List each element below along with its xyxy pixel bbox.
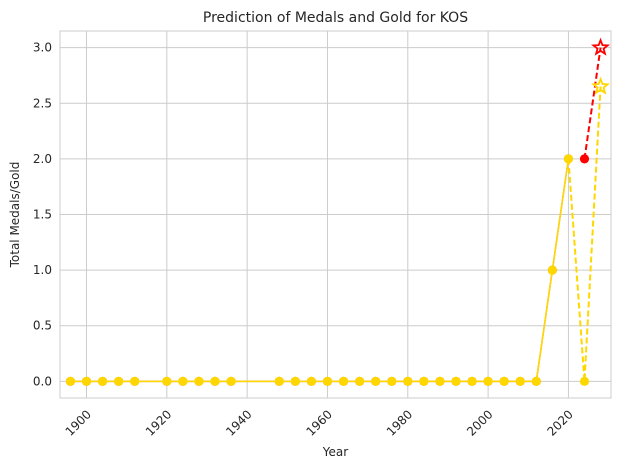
- historical-gold-point: [371, 376, 381, 386]
- historical-gold-point: [354, 376, 365, 386]
- y-tick-label: 1.5: [33, 208, 52, 222]
- y-tick-label: 3.0: [33, 41, 52, 55]
- x-axis-ticks: 1900 1920 1940 1960 1980 2000 2020: [63, 407, 576, 438]
- historical-gold-point: [338, 376, 349, 386]
- historical-gold-point: [322, 376, 333, 386]
- predicted-medals-point: [579, 154, 590, 164]
- historical-gold-point: [274, 376, 284, 386]
- y-tick-label: 2.0: [33, 152, 52, 166]
- y-axis-label: Total Medals/Gold: [8, 162, 22, 269]
- historical-gold-point: [483, 376, 493, 386]
- historical-gold-point: [467, 376, 477, 386]
- historical-gold-point: [419, 376, 429, 386]
- historical-gold-point: [451, 376, 461, 386]
- x-tick-label: 1960: [304, 407, 335, 438]
- historical-gold-point: [130, 376, 140, 386]
- historical-gold-point: [290, 376, 300, 386]
- series-layer: [65, 37, 611, 386]
- x-axis-label: Year: [322, 445, 348, 459]
- historical-gold-point: [114, 376, 124, 386]
- y-tick-label: 0.5: [33, 319, 52, 333]
- historical-gold-point: [547, 265, 557, 275]
- historical-gold-point: [403, 376, 413, 386]
- x-tick-label: 2000: [464, 407, 495, 438]
- predicted-gold-point: [591, 76, 611, 95]
- y-tick-label: 1.0: [33, 263, 52, 277]
- historical-gold-point: [531, 376, 541, 386]
- historical-gold-point: [515, 376, 525, 386]
- predicted-medals-point: [591, 37, 611, 56]
- historical-gold-point: [65, 376, 76, 386]
- x-tick-label: 1980: [384, 407, 415, 438]
- predicted-medals-series: [579, 37, 611, 164]
- historical-gold-point: [97, 376, 108, 386]
- y-axis-ticks: 0.0 0.5 1.0 1.5 2.0 2.5 3.0: [33, 41, 52, 389]
- historical-gold-point: [81, 376, 92, 386]
- historical-gold-point: [162, 376, 172, 386]
- predicted-medals-line: [583, 47, 602, 160]
- historical-gold-series: [65, 154, 574, 386]
- predicted-gold-point: [579, 376, 590, 386]
- chart-title: Prediction of Medals and Gold for KOS: [203, 10, 468, 26]
- y-tick-label: 0.0: [33, 374, 52, 388]
- historical-gold-point: [194, 376, 204, 386]
- predicted-gold-series: [567, 76, 611, 386]
- x-tick-label: 1940: [223, 407, 254, 438]
- x-tick-label: 2020: [544, 407, 575, 438]
- x-tick-label: 1900: [63, 407, 94, 438]
- historical-gold-point: [226, 376, 236, 386]
- predicted-gold-line: [567, 86, 602, 382]
- historical-gold-point: [178, 376, 188, 386]
- historical-gold-point: [435, 376, 445, 386]
- historical-gold-point: [306, 376, 317, 386]
- historical-gold-point: [499, 376, 509, 386]
- y-tick-label: 2.5: [33, 96, 52, 110]
- grid: [60, 31, 611, 398]
- historical-gold-point: [210, 376, 220, 386]
- x-tick-label: 1920: [143, 407, 174, 438]
- historical-gold-point: [387, 376, 397, 386]
